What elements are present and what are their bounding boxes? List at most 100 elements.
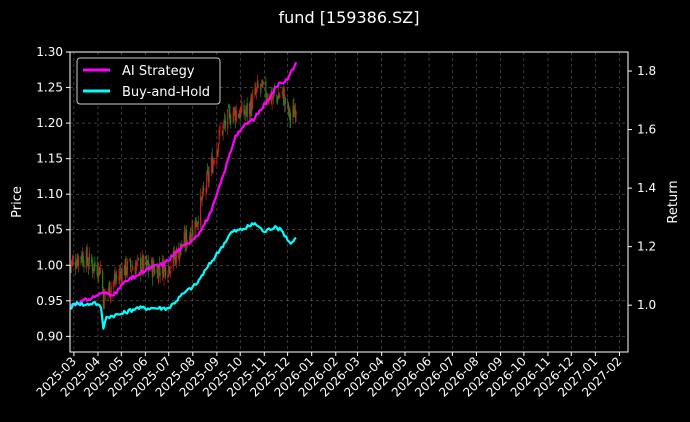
candle-body	[283, 94, 286, 105]
candle-body	[175, 253, 177, 264]
y-axis-label: Price	[10, 186, 25, 218]
candle-body	[145, 255, 147, 266]
candle-body	[109, 281, 111, 297]
candle-body	[210, 158, 213, 172]
candle-body	[125, 257, 127, 276]
candle-body	[255, 90, 257, 93]
candle-body	[248, 103, 251, 115]
candle-body	[261, 80, 263, 87]
candle-body	[126, 272, 128, 274]
candle-body	[265, 81, 267, 99]
y2-tick-label: 1.6	[637, 123, 656, 137]
candle-body	[189, 235, 191, 244]
candle-body	[137, 257, 139, 259]
plot-frame	[69, 51, 629, 353]
candle-body	[255, 88, 258, 93]
candle-body	[120, 274, 122, 283]
candle-body	[126, 261, 129, 275]
candle-body	[112, 281, 115, 288]
candle-body	[132, 268, 134, 270]
legend: AI Strategy Buy-and-Hold	[76, 57, 221, 105]
candle-body	[164, 264, 166, 267]
candle-body	[143, 256, 145, 270]
candle-body	[292, 105, 294, 118]
candle-body	[240, 109, 242, 116]
candle-body	[130, 260, 132, 268]
y-tick-label: 1.05	[36, 223, 63, 237]
candle-body	[151, 259, 153, 270]
candle-body	[257, 83, 259, 87]
candle-body	[102, 270, 104, 288]
candle-body	[96, 265, 98, 276]
candle-body	[88, 253, 91, 265]
series-line-buy-and-hold	[69, 222, 297, 330]
candle-body	[271, 98, 273, 102]
candle-body	[196, 225, 198, 227]
candle-body	[276, 95, 278, 97]
candle-body	[94, 261, 96, 268]
candle-body	[147, 261, 150, 270]
candle-body	[159, 272, 161, 275]
candle-body	[272, 95, 274, 99]
candle-body	[183, 232, 185, 246]
candle-body	[172, 250, 174, 265]
candle-body	[293, 110, 296, 115]
candle-body	[249, 104, 251, 116]
candle-body	[287, 101, 289, 103]
candle-body	[239, 111, 241, 119]
candle-body	[169, 271, 171, 275]
candle-body	[80, 256, 82, 258]
candle-body	[288, 106, 290, 113]
candle-body	[212, 160, 214, 173]
y-tick-label: 1.30	[36, 45, 63, 59]
candle-body	[294, 109, 296, 118]
y2-axis-label: Return	[666, 180, 681, 223]
y2-tick-label: 1.0	[637, 298, 656, 312]
candle-body	[81, 253, 84, 262]
y-tick-label: 1.15	[36, 152, 63, 166]
y-tick-label: 1.25	[36, 81, 63, 95]
y2-tick-label: 1.2	[637, 240, 656, 254]
candle-body	[137, 258, 139, 260]
candle-body	[230, 121, 232, 123]
candle-body	[107, 291, 109, 293]
candle-body	[206, 169, 209, 173]
candle-body	[168, 267, 171, 274]
candle-body	[157, 266, 159, 280]
candle-body	[135, 265, 137, 276]
candle-body	[174, 253, 176, 259]
candle-body	[260, 84, 262, 87]
candle-body	[71, 259, 73, 265]
candle-body	[216, 148, 218, 165]
candle-body	[250, 96, 252, 116]
candle-body	[213, 159, 215, 163]
candle-body	[131, 267, 133, 271]
candle-body	[221, 131, 223, 135]
legend-label-ai-strategy: AI Strategy	[122, 64, 195, 79]
candle-body	[207, 171, 209, 181]
candle-body	[256, 81, 258, 89]
candle-body	[92, 268, 94, 271]
candle-body	[85, 249, 87, 269]
candle-body	[238, 113, 240, 117]
candle-body	[279, 96, 281, 97]
candle-body	[114, 274, 116, 282]
candle-body	[108, 284, 110, 291]
candle-body	[262, 83, 264, 85]
candle-body	[175, 248, 178, 263]
candle-body	[124, 258, 126, 276]
candle-body	[141, 256, 143, 270]
candle-body	[252, 95, 254, 109]
candle-body	[245, 112, 247, 115]
legend-label-buy-and-hold: Buy-and-Hold	[122, 85, 210, 100]
candle-body	[217, 143, 220, 152]
candle-body	[201, 196, 203, 200]
candle-body	[194, 220, 196, 240]
candle-body	[86, 247, 88, 262]
candle-body	[142, 256, 144, 271]
candle-body	[170, 265, 172, 270]
y-axis-right: 1.0 1.2 1.4 1.6 1.8	[628, 64, 656, 312]
candle-body	[218, 129, 220, 140]
y2-tick-label: 1.8	[637, 64, 656, 78]
candle-body	[184, 233, 186, 246]
